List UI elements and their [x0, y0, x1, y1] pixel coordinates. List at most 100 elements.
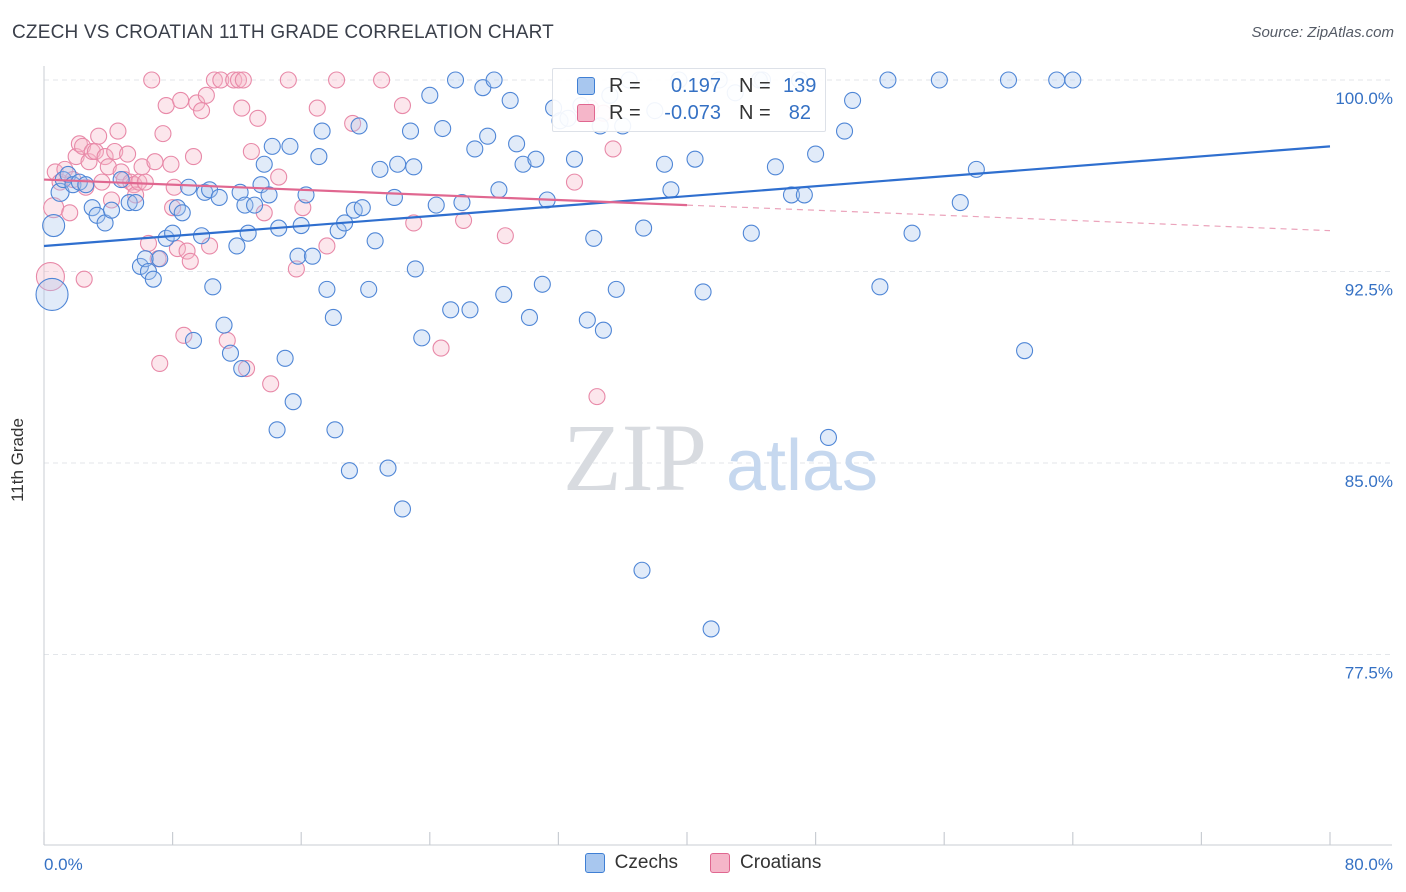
- croatians-point: [308, 99, 326, 117]
- legend-item-czechs[interactable]: Czechs: [584, 852, 679, 874]
- y-tick-label: 92.5%: [1345, 281, 1393, 300]
- czechs-point: [527, 150, 545, 168]
- czechs-point: [192, 227, 211, 245]
- r-label: R =: [609, 74, 641, 97]
- czechs-point: [508, 135, 526, 153]
- czechs-point: [565, 150, 584, 168]
- x-tick-labels: 0.0% 80.0%: [44, 855, 1393, 874]
- croatians-point: [106, 142, 124, 161]
- czechs-point: [239, 224, 257, 242]
- czechs-point: [210, 188, 228, 207]
- czechs-point: [766, 158, 784, 176]
- croatians-point: [212, 71, 230, 89]
- croatians-point: [90, 127, 108, 145]
- czechs-point: [1016, 342, 1034, 360]
- czechs-point: [263, 137, 281, 155]
- croatians-point: [262, 375, 280, 393]
- czechs-point: [702, 620, 720, 638]
- czechs-point: [1048, 71, 1066, 89]
- croatians-trend-extension: [686, 204, 1331, 232]
- croatians-point: [175, 326, 193, 344]
- croatians-point: [96, 148, 114, 166]
- croatians-point: [237, 359, 256, 378]
- czechs-point: [236, 196, 254, 214]
- czechs-trend-line: [43, 145, 1331, 248]
- croatians-point: [588, 388, 606, 406]
- croatians-point: [80, 153, 98, 171]
- czechs-point: [495, 285, 513, 304]
- czechs-point: [164, 224, 182, 242]
- czechs-point: [485, 71, 503, 89]
- croatians-point: [249, 109, 267, 127]
- croatians-legend-icon: [710, 853, 731, 873]
- croatians-point: [229, 71, 248, 89]
- czechs-point: [520, 308, 539, 327]
- y-tick-labels: 100.0% 92.5% 85.0% 77.5%: [1335, 89, 1393, 683]
- czechs-point: [379, 459, 397, 477]
- croatians-point: [119, 145, 137, 163]
- czechs-point: [951, 194, 969, 212]
- czechs-point: [466, 140, 484, 158]
- czechs-point: [442, 301, 460, 319]
- czechs-point: [324, 308, 342, 327]
- czechs-point: [655, 155, 674, 173]
- czechs-point: [607, 280, 625, 298]
- croatians-point: [294, 199, 312, 217]
- czechs-point: [930, 71, 948, 89]
- y-tick-label: 85.0%: [1345, 472, 1393, 491]
- czechs-point: [871, 278, 889, 296]
- croatians-point: [162, 155, 180, 173]
- croatians-point: [61, 204, 79, 222]
- czechs-point: [184, 331, 203, 349]
- croatians-point: [192, 102, 211, 120]
- czechs-point: [35, 277, 69, 312]
- croatians-point: [151, 354, 169, 372]
- trend-lines: [43, 145, 1331, 248]
- czechs-point: [268, 421, 286, 439]
- czechs-swatch-icon: [577, 77, 595, 95]
- legend-label-croatians: Croatians: [740, 852, 822, 873]
- czechs-point: [819, 428, 838, 447]
- czechs-point: [633, 561, 651, 579]
- czechs-point: [835, 122, 854, 140]
- croatians-point: [157, 96, 175, 115]
- czechs-point: [453, 194, 471, 212]
- legend-label-czechs: Czechs: [614, 852, 679, 873]
- croatians-point: [318, 237, 336, 255]
- croatians-point: [604, 140, 622, 158]
- czechs-point: [215, 316, 233, 334]
- chart-title: CZECH VS CROATIAN 11TH GRADE CORRELATION…: [12, 22, 554, 43]
- czechs-point: [112, 171, 130, 189]
- stats-legend: R = 0.197 N = 139 R = -0.073 N = 82: [552, 68, 826, 132]
- n-label: N =: [739, 74, 771, 97]
- czechs-point: [406, 260, 424, 278]
- czechs-point: [1064, 71, 1082, 89]
- croatians-point: [197, 86, 215, 104]
- x-tick-label-max: 80.0%: [1345, 855, 1393, 874]
- y-tick-label: 100.0%: [1335, 89, 1393, 108]
- czechs-point: [501, 91, 519, 109]
- czechs-point: [144, 270, 162, 288]
- croatians-point: [164, 199, 182, 217]
- r-label: R =: [609, 101, 641, 124]
- czechs-point: [326, 421, 344, 439]
- czechs-point: [350, 117, 368, 135]
- czechs-point: [289, 247, 307, 265]
- czechs-point: [276, 349, 294, 367]
- croatians-point: [279, 71, 297, 89]
- czechs-point: [844, 91, 862, 109]
- czechs-point: [795, 186, 813, 204]
- croatians-point: [75, 270, 93, 288]
- czechs-point: [233, 359, 251, 378]
- czechs-point: [371, 160, 389, 178]
- czechs-point: [635, 219, 653, 237]
- legend-item-croatians[interactable]: Croatians: [710, 852, 821, 874]
- czechs-point: [204, 278, 222, 296]
- czechs-point: [221, 344, 240, 362]
- czechs-point: [168, 199, 186, 217]
- czechs-point: [260, 186, 278, 204]
- r-value: 0.197: [670, 74, 721, 97]
- watermark-zip: ZIP: [563, 404, 707, 511]
- czechs-point: [401, 122, 420, 140]
